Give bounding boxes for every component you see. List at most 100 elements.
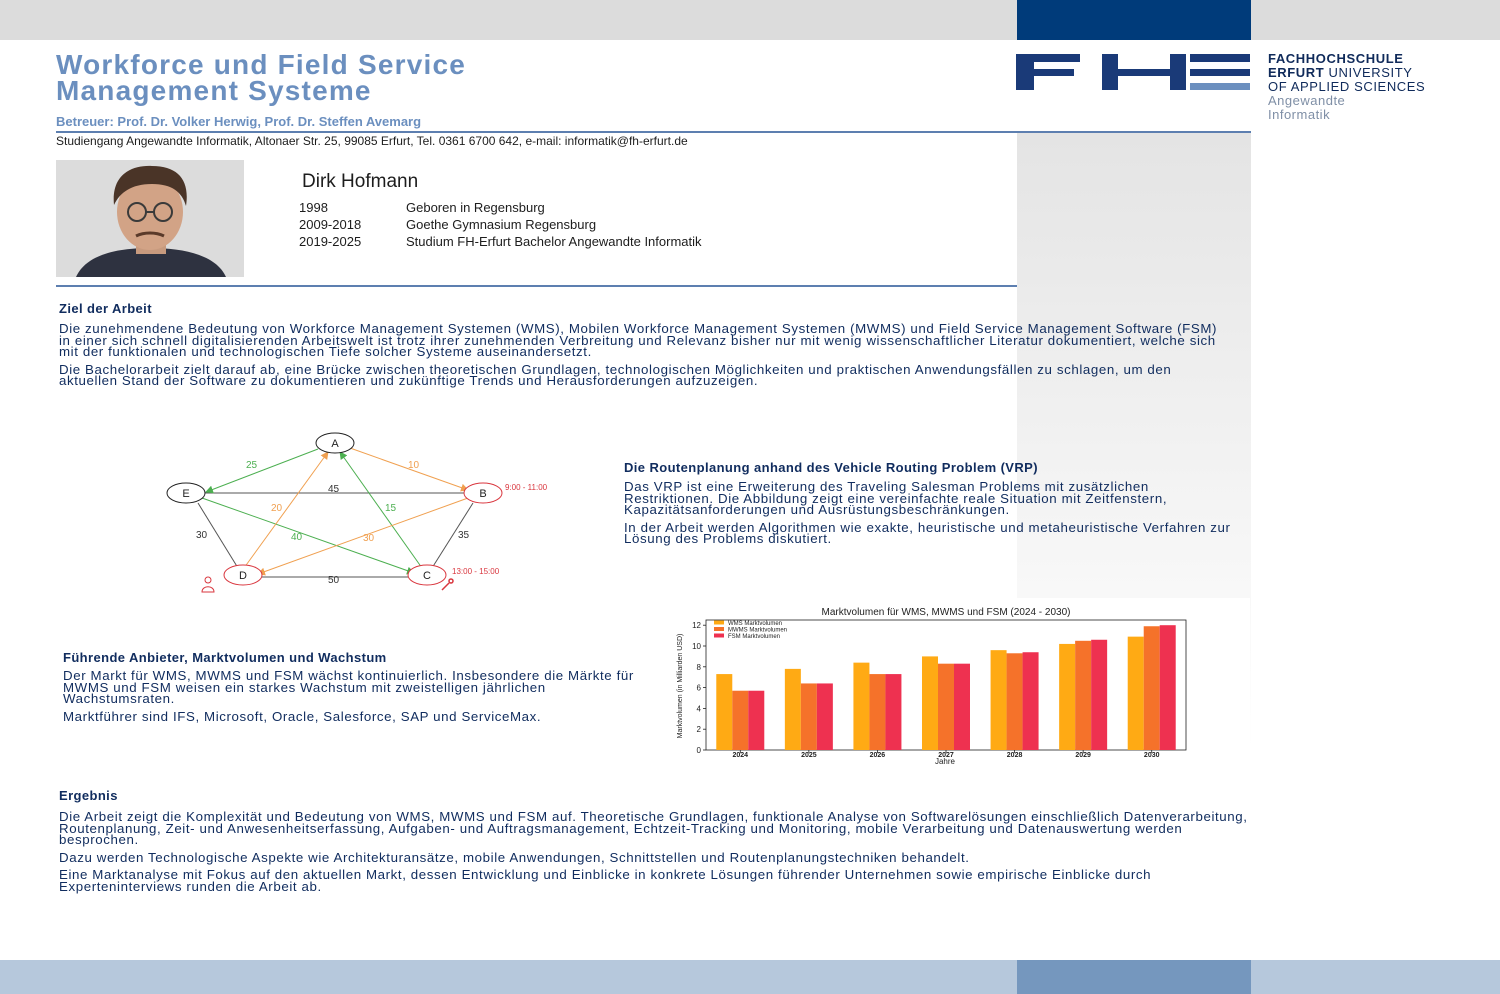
bar-mwms-2029: [1075, 640, 1092, 750]
legend-label: WMS Marktvolumen: [728, 621, 782, 627]
cv-text: Geboren in Regensburg: [406, 200, 545, 215]
legend-swatch: [714, 627, 724, 631]
weight-a-b: 10: [408, 460, 420, 471]
bar-wms-2029: [1059, 643, 1076, 750]
chart-y-axis-label: Marktvolumen (in Milliarden USD): [677, 634, 684, 739]
edge-a-b: [349, 447, 469, 492]
bar-fsm-2028: [1022, 652, 1039, 750]
cv-row: 2019-2025 Studium FH-Erfurt Bachelor Ange…: [299, 233, 702, 250]
y-tick-label: 2: [697, 725, 702, 734]
time-window-b: 9:00 - 11:00: [505, 483, 548, 492]
market-volume-chart: Marktvolumen für WMS, MWMS und FSM (2024…: [668, 598, 1250, 770]
goal-paragraph-2: Die Bachelorarbeit zielt darauf ab, eine…: [59, 361, 1172, 388]
goal-section: Ziel der Arbeit Die zunehmendene Bedeutu…: [59, 301, 1229, 393]
legend-label: FSM Marktvolumen: [728, 634, 780, 640]
x-tick-label: 2027: [938, 752, 954, 759]
bar-fsm-2029: [1091, 639, 1108, 750]
node-a: A: [315, 432, 355, 454]
cv-row: 1998 Geboren in Regensburg: [299, 199, 702, 216]
bar-wms-2026: [853, 662, 870, 750]
cv-year: 1998: [299, 200, 328, 215]
node-d: D: [223, 564, 263, 586]
vrp-paragraph-2: In der Arbeit werden Algorithmen wie exa…: [624, 519, 1231, 546]
bar-fsm-2030: [1159, 625, 1176, 750]
supervisor-line: Betreuer: Prof. Dr. Volker Herwig, Prof.…: [56, 114, 422, 129]
market-section: Führende Anbieter, Marktvolumen und Wach…: [63, 650, 653, 728]
result-heading: Ergebnis: [59, 788, 118, 803]
edge-e-c: [201, 497, 415, 575]
node-c: C: [407, 564, 447, 586]
logo-line-1: FACHHOCHSCHULE: [1268, 51, 1404, 66]
logo-line-2-bold: ERFURT: [1268, 65, 1325, 80]
node-c-label: C: [423, 570, 431, 582]
chart-x-axis-label: Jahre: [935, 757, 956, 766]
weight-b-c: 35: [458, 530, 470, 541]
market-paragraph-2: Marktführer sind IFS, Microsoft, Oracle,…: [63, 708, 542, 724]
cv-text: Goethe Gymnasium Regensburg: [406, 217, 597, 232]
y-tick-label: 8: [697, 663, 702, 672]
weight-e-d: 30: [196, 530, 208, 541]
bar-wms-2028: [990, 650, 1007, 750]
edge-e-d: [197, 502, 239, 569]
x-tick-label: 2029: [1075, 752, 1091, 759]
contact-line: Studiengang Angewandte Informatik, Alton…: [56, 134, 688, 148]
weight-e-b: 45: [328, 484, 340, 495]
edge-b-d: [257, 497, 469, 576]
weight-c-a: 15: [385, 503, 397, 514]
weight-d-a: 20: [271, 503, 283, 514]
node-d-label: D: [239, 570, 247, 582]
edge-c-a: [339, 451, 423, 569]
x-tick-label: 2025: [801, 752, 817, 759]
bar-mwms-2024: [732, 690, 749, 750]
bar-fsm-2025: [816, 683, 833, 750]
bottom-bar: [0, 960, 1500, 994]
bar-wms-2024: [716, 674, 733, 750]
result-section: Ergebnis Die Arbeit zeigt die Komplexitä…: [59, 788, 1249, 898]
goal-heading: Ziel der Arbeit: [59, 301, 152, 316]
node-b: B: [463, 482, 503, 504]
x-tick-label: 2026: [870, 752, 886, 759]
portrait-image: [56, 160, 244, 277]
title-line-2: Management Systeme: [56, 75, 372, 106]
x-tick-label: 2024: [732, 752, 748, 759]
logo-line-2-rest: UNIVERSITY: [1324, 65, 1413, 80]
worker-icon: [201, 576, 215, 593]
weight-e-c: 40: [291, 532, 303, 543]
result-paragraph-2: Dazu werden Technologische Aspekte wie A…: [59, 849, 970, 865]
cv-year: 2019-2025: [299, 234, 362, 249]
legend-swatch: [714, 633, 724, 638]
logo-line-3: OF APPLIED SCIENCES: [1268, 79, 1426, 94]
student-name: Dirk Hofmann: [302, 171, 419, 192]
bar-mwms-2025: [800, 683, 817, 750]
profile-photo: [56, 160, 244, 277]
edge-b-c: [431, 502, 474, 569]
vrp-paragraph-1: Das VRP ist eine Erweiterung des Traveli…: [624, 479, 1168, 517]
bar-wms-2025: [784, 668, 801, 750]
header-divider: [56, 131, 1251, 133]
node-b-label: B: [479, 488, 486, 500]
logo-line-2: ERFURT UNIVERSITY: [1268, 66, 1425, 80]
edge-d-a: [243, 451, 329, 569]
top-bar: [0, 0, 1500, 40]
logo-wordmark: FACHHOCHSCHULE ERFURT UNIVERSITY OF APPL…: [1268, 52, 1425, 94]
y-tick-label: 10: [692, 642, 701, 651]
poster-title: Workforce und Field Service Management S…: [56, 51, 466, 106]
x-tick-label: 2028: [1007, 752, 1023, 759]
profile-divider: [56, 285, 1017, 287]
cv-list: 1998 Geboren in Regensburg 2009-2018 Goeth…: [299, 199, 702, 250]
bar-fsm-2026: [885, 674, 902, 750]
node-e-label: E: [182, 488, 189, 500]
bar-mwms-2027: [938, 663, 954, 750]
cv-year: 2009-2018: [299, 217, 362, 232]
wrench-icon: [441, 578, 454, 591]
weight-a-e: 25: [246, 460, 258, 471]
top-bar-accent: [1017, 0, 1251, 40]
time-window-c: 13:00 - 15:00: [452, 567, 500, 576]
bar-mwms-2028: [1006, 653, 1023, 750]
edge-a-e: [205, 448, 319, 494]
logo-line-4: Angewandte: [1268, 93, 1346, 108]
weight-b-d: 30: [363, 533, 375, 544]
bar-mwms-2030: [1143, 626, 1160, 750]
market-heading: Führende Anbieter, Marktvolumen und Wach…: [63, 650, 387, 665]
legend-swatch: [714, 620, 724, 625]
